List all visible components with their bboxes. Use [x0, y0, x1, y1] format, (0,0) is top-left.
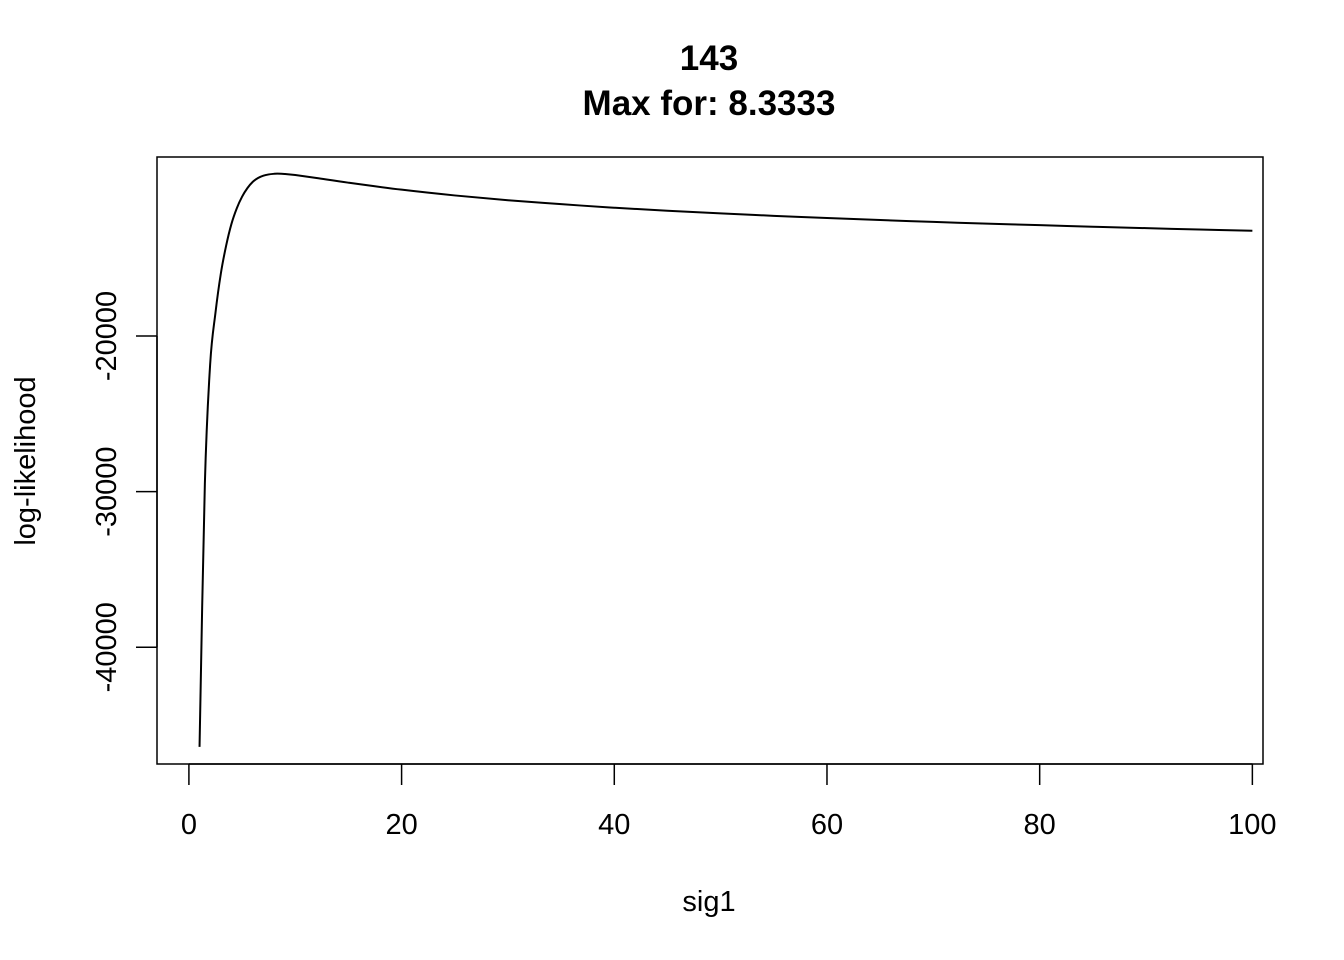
x-tick-label: 20	[385, 809, 417, 841]
y-axis-label: log-likelihood	[10, 376, 42, 545]
chart-subtitle: Max for: 8.3333	[583, 84, 836, 123]
chart-title: 143	[680, 39, 738, 78]
y-tick-label: -40000	[91, 602, 123, 692]
series-line	[198, 172, 1253, 747]
x-tick-label: 60	[811, 809, 843, 841]
plot-frame	[156, 156, 1264, 765]
x-axis-label: sig1	[682, 886, 735, 918]
x-axis: 0 20 40 60 80 100	[181, 763, 1277, 841]
x-tick-label: 100	[1228, 809, 1276, 841]
y-axis: -20000 -30000 -40000	[91, 291, 158, 692]
x-tick-label: 80	[1024, 809, 1056, 841]
y-tick-label: -20000	[91, 291, 123, 381]
y-tick-label: -30000	[91, 446, 123, 536]
x-tick-label: 0	[181, 809, 197, 841]
x-tick-label: 40	[598, 809, 630, 841]
